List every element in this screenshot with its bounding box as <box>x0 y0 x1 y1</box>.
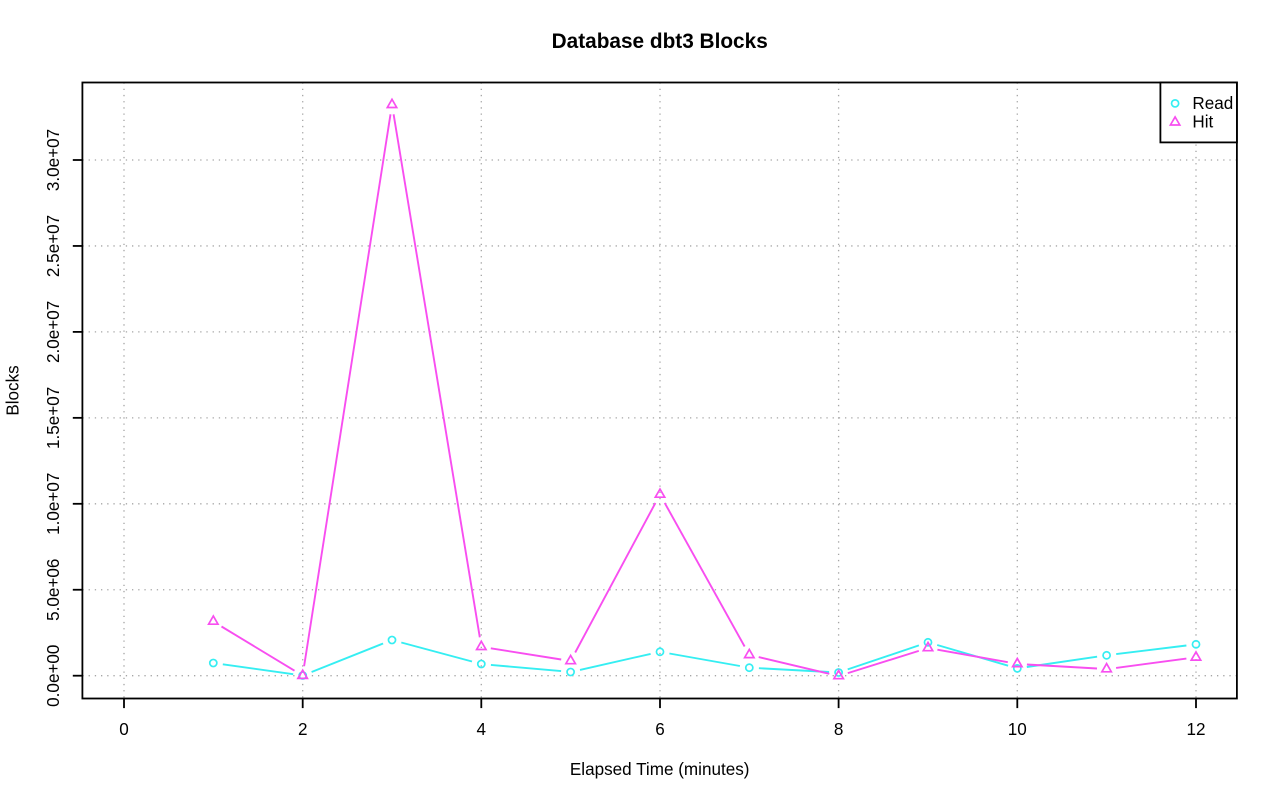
svg-text:2.5e+07: 2.5e+07 <box>44 215 63 277</box>
svg-text:Hit: Hit <box>1192 113 1213 132</box>
svg-text:Blocks: Blocks <box>4 365 23 415</box>
svg-text:0: 0 <box>119 720 129 739</box>
svg-text:1.5e+07: 1.5e+07 <box>44 387 63 449</box>
svg-text:2.0e+07: 2.0e+07 <box>44 301 63 363</box>
svg-text:1.0e+07: 1.0e+07 <box>44 473 63 535</box>
svg-text:Elapsed Time (minutes): Elapsed Time (minutes) <box>570 760 750 779</box>
svg-text:12: 12 <box>1186 720 1205 739</box>
svg-text:3.0e+07: 3.0e+07 <box>44 129 63 191</box>
svg-text:Database dbt3 Blocks: Database dbt3 Blocks <box>552 30 768 53</box>
svg-text:10: 10 <box>1008 720 1027 739</box>
svg-text:0.0e+00: 0.0e+00 <box>44 645 63 707</box>
svg-text:2: 2 <box>298 720 308 739</box>
svg-text:4: 4 <box>477 720 487 739</box>
svg-text:5.0e+06: 5.0e+06 <box>44 559 63 621</box>
svg-text:8: 8 <box>834 720 844 739</box>
svg-text:6: 6 <box>655 720 665 739</box>
svg-text:Read: Read <box>1192 94 1233 113</box>
